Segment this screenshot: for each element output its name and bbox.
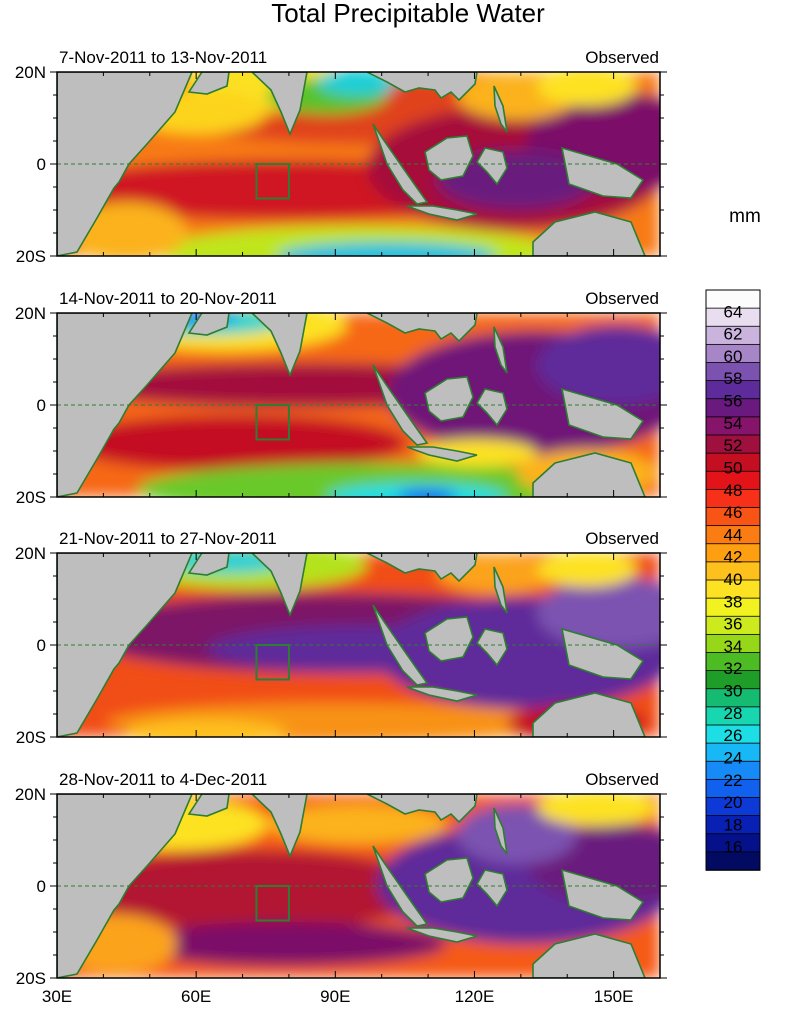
colorbar-label: 48 <box>724 481 743 500</box>
panel-tag: Observed <box>585 48 659 67</box>
map-panel: 20N 0 20S 7-Nov-2011 to 13-Nov-2011 Observed <box>15 48 667 266</box>
colorbar-label: 42 <box>724 548 743 567</box>
colorbar-label: 36 <box>724 615 743 634</box>
y-tick-label: 0 <box>37 155 46 174</box>
colorbar-label: 30 <box>724 682 743 701</box>
y-tick-label: 20N <box>15 785 46 804</box>
y-tick-label: 20S <box>16 247 46 266</box>
colorbar-label: 46 <box>724 503 743 522</box>
colorbar-label: 38 <box>724 592 743 611</box>
reference-box <box>255 885 290 922</box>
y-tick-label: 20S <box>16 488 46 507</box>
x-tick-label: 90E <box>320 987 350 1006</box>
tpw-field <box>57 794 660 978</box>
colorbar-label: 24 <box>724 748 743 767</box>
y-tick-label: 0 <box>37 396 46 415</box>
tpw-field <box>57 313 660 497</box>
panel-period: 28-Nov-2011 to 4-Dec-2011 <box>59 770 267 789</box>
panels: 20N 0 20S 7-Nov-2011 to 13-Nov-2011 Observed… <box>15 48 667 1006</box>
x-tick-label: 150E <box>594 987 634 1006</box>
colorbar-label: 50 <box>724 458 743 477</box>
colorbar-label: 64 <box>724 302 743 321</box>
colorbar-label: 28 <box>724 704 743 723</box>
tpw-field <box>57 72 660 256</box>
x-tick-label: 120E <box>455 987 495 1006</box>
panel-tag: Observed <box>585 529 659 548</box>
colorbar-label: 56 <box>724 392 743 411</box>
panel-tag: Observed <box>585 770 659 789</box>
panel-period: 21-Nov-2011 to 27-Nov-2011 <box>59 529 277 548</box>
y-tick-label: 20N <box>15 544 46 563</box>
colorbar-label: 58 <box>724 369 743 388</box>
units-label: mm <box>729 206 761 227</box>
colorbar-label: 20 <box>724 793 743 812</box>
colorbar-label: 16 <box>724 838 743 857</box>
y-tick-label: 0 <box>37 877 46 896</box>
x-tick-label: 60E <box>181 987 211 1006</box>
reference-box <box>255 163 290 200</box>
panel-period: 7-Nov-2011 to 13-Nov-2011 <box>59 48 267 67</box>
colorbar-label: 44 <box>724 525 743 544</box>
colorbar-label: 34 <box>724 637 743 656</box>
y-tick-label: 20N <box>15 304 46 323</box>
colorbar-label: 32 <box>724 659 743 678</box>
colorbar-label: 62 <box>724 325 743 344</box>
figure-title: Total Precipitable Water <box>271 0 545 28</box>
y-tick-label: 20S <box>16 728 46 747</box>
panel-period: 14-Nov-2011 to 20-Nov-2011 <box>59 289 277 308</box>
y-tick-label: 0 <box>37 636 46 655</box>
tpw-field <box>57 553 660 737</box>
colorbar-label: 18 <box>724 815 743 834</box>
panel-tag: Observed <box>585 289 659 308</box>
map-panel: 20N 0 20S 21-Nov-2011 to 27-Nov-2011 Observe… <box>15 529 667 747</box>
y-tick-label: 20N <box>15 63 46 82</box>
reference-box <box>255 404 290 441</box>
x-tick-label: 30E <box>42 987 72 1006</box>
colorbar-frame <box>705 289 761 871</box>
colorbar-label: 22 <box>724 771 743 790</box>
reference-box <box>255 644 290 681</box>
colorbar-label: 54 <box>724 414 743 433</box>
colorbar-label: 60 <box>724 347 743 366</box>
colorbar-label: 52 <box>724 436 743 455</box>
y-tick-label: 20S <box>16 969 46 988</box>
colorbar: 64 62 60 58 56 54 52 50 48 46 44 42 40 38 36 34 32 30 28 26… <box>705 289 761 871</box>
map-panel: 20N 0 20S 14-Nov-2011 to 20-Nov-2011 Observe… <box>15 289 667 507</box>
map-panel: 20N 0 20S 28-Nov-2011 to 4-Dec-2011 Observed… <box>15 770 667 1006</box>
colorbar-label: 40 <box>724 570 743 589</box>
colorbar-label: 26 <box>724 726 743 745</box>
